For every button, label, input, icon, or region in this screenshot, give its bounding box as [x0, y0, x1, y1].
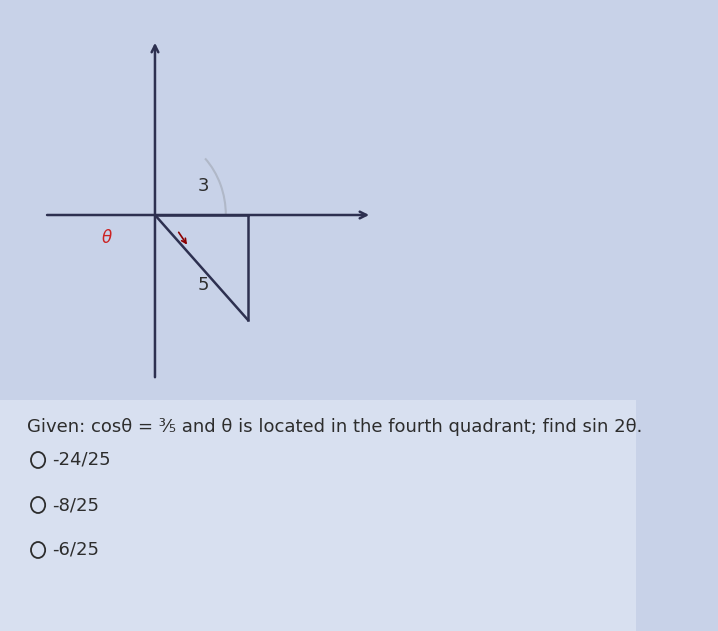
Text: Given: cosθ = ³⁄₅ and θ is located in the fourth quadrant; find sin 2θ.: Given: cosθ = ³⁄₅ and θ is located in th… [27, 418, 642, 436]
Text: 3: 3 [198, 177, 210, 195]
Text: 5: 5 [198, 276, 210, 294]
Text: -6/25: -6/25 [52, 541, 99, 559]
Text: θ: θ [101, 229, 111, 247]
Text: -8/25: -8/25 [52, 496, 99, 514]
Text: -24/25: -24/25 [52, 451, 111, 469]
Bar [0, 400, 636, 631]
